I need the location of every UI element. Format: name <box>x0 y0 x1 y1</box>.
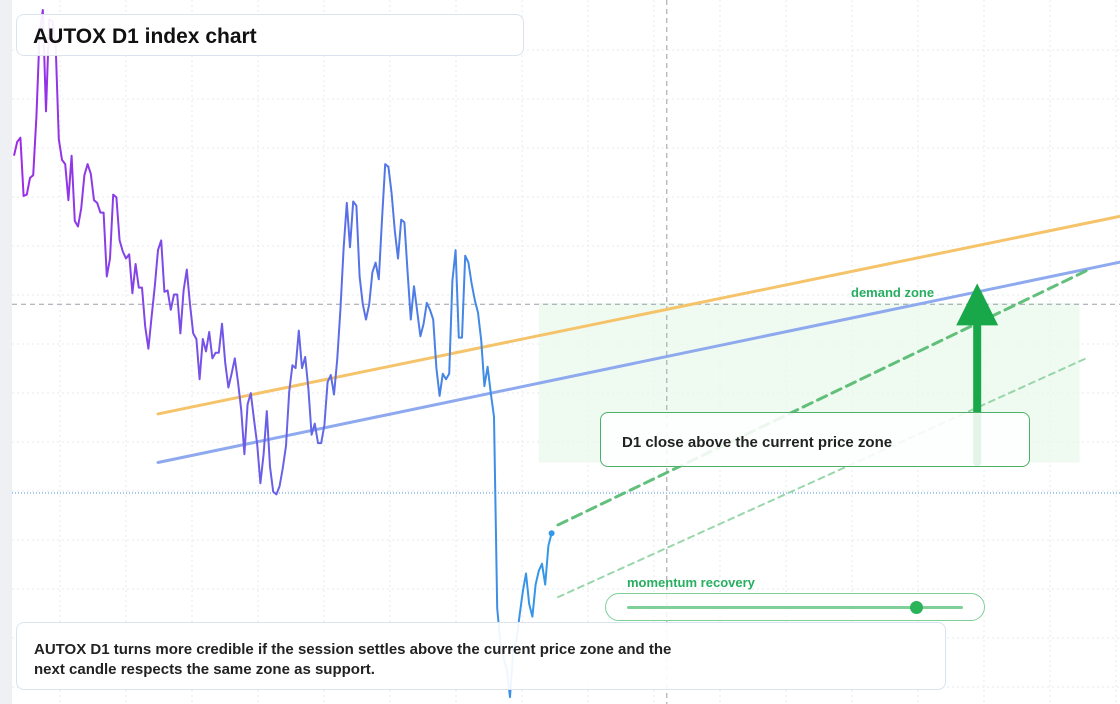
callout-text: D1 close above the current price zone <box>622 434 893 451</box>
demand-zone-label: demand zone <box>851 285 935 300</box>
trend-line-blue <box>156 260 1120 464</box>
y-axis-strip <box>0 0 12 704</box>
momentum-slider-track <box>627 606 963 609</box>
note-text: AUTOX D1 turns more credible if the sess… <box>34 641 672 678</box>
trend-line-orange <box>156 214 1120 416</box>
trend-line-green-dashed-light <box>557 357 1087 599</box>
momentum-label: momentum recovery <box>627 575 755 590</box>
momentum-slider[interactable] <box>605 593 985 621</box>
title-panel: AUTOX D1 index chart <box>16 14 524 56</box>
price-series-line <box>13 9 553 699</box>
momentum-slider-knob[interactable] <box>909 601 923 614</box>
note-panel: AUTOX D1 turns more credible if the sess… <box>16 622 946 690</box>
arrow-head <box>956 283 999 326</box>
last-price-dot <box>548 530 555 537</box>
page-title: AUTOX D1 index chart <box>33 25 257 48</box>
trend-line-green-dashed <box>556 269 1088 527</box>
price-zone-callout: D1 close above the current price zone <box>600 412 1030 467</box>
